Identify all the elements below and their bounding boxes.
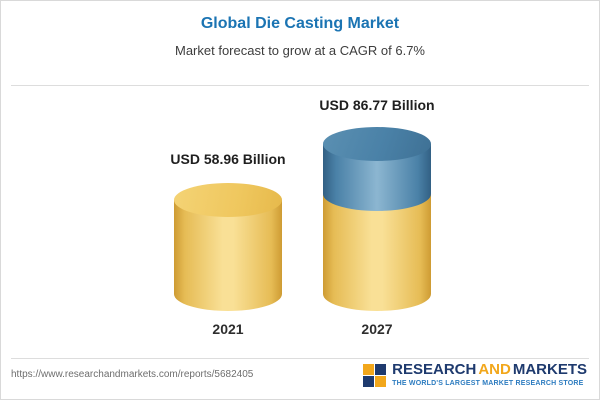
- wordmark-markets: MARKETS: [512, 361, 587, 378]
- bar-2021-top-cap: [174, 183, 282, 217]
- value-label-2021: USD 58.96 Billion: [170, 151, 286, 167]
- bar-2027-cylinder: [323, 127, 431, 311]
- brand-logo-text: RESEARCH AND MARKETS THE WORLD'S LARGEST M…: [392, 362, 587, 387]
- value-label-2027: USD 86.77 Billion: [319, 97, 435, 113]
- logo-square: [375, 364, 387, 375]
- report-url: https://www.researchandmarkets.com/repor…: [11, 369, 254, 380]
- brand-logo-mark-icon: [363, 364, 387, 387]
- x-axis-label-2021: 2021: [212, 321, 244, 337]
- bar-2027-gold-segment: [323, 194, 431, 311]
- bottom-divider: [11, 358, 589, 359]
- wordmark-research: RESEARCH: [392, 361, 477, 378]
- logo-square: [363, 364, 375, 375]
- x-axis-label-2027: 2027: [361, 321, 393, 337]
- chart-subtitle: Market forecast to grow at a CAGR of 6.7…: [175, 43, 425, 58]
- bar-2027-top-cap: [323, 127, 431, 161]
- bar-2021-cylinder: [174, 183, 282, 311]
- chart-title: Global Die Casting Market: [200, 15, 400, 32]
- bar-2021-body: [174, 200, 282, 311]
- logo-square: [375, 376, 387, 387]
- brand-tagline: THE WORLD'S LARGEST MARKET RESEARCH STOR…: [392, 380, 584, 387]
- brand-wordmark: RESEARCH AND MARKETS: [392, 362, 587, 377]
- brand-logo: RESEARCH AND MARKETS THE WORLD'S LARGEST M…: [363, 362, 587, 387]
- wordmark-and: AND: [478, 361, 511, 378]
- logo-square: [363, 376, 375, 387]
- top-divider: [11, 85, 589, 86]
